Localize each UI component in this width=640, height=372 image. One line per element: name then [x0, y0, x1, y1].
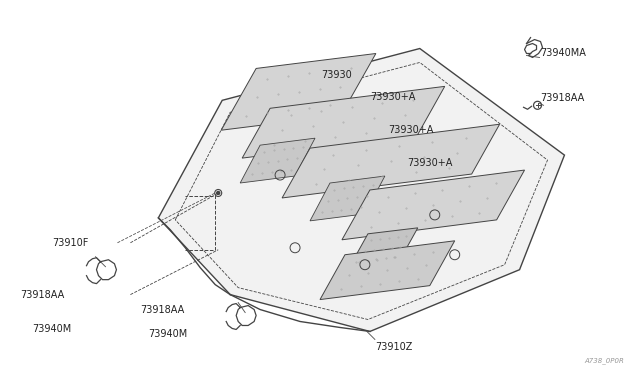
- Text: 73918AA: 73918AA: [140, 305, 185, 315]
- Text: 73930+A: 73930+A: [407, 158, 452, 168]
- Text: 73910Z: 73910Z: [375, 342, 412, 352]
- Polygon shape: [342, 170, 525, 240]
- Text: 73930: 73930: [321, 70, 352, 80]
- Polygon shape: [320, 241, 454, 299]
- Text: 73930+A: 73930+A: [370, 92, 415, 102]
- Text: 73918AA: 73918AA: [541, 93, 585, 103]
- Text: 73930+A: 73930+A: [388, 125, 433, 135]
- Text: 73940MA: 73940MA: [541, 48, 586, 58]
- Circle shape: [217, 192, 220, 195]
- Text: 73940M: 73940M: [33, 324, 72, 334]
- Text: 73940M: 73940M: [148, 330, 188, 339]
- Text: 73910F: 73910F: [52, 238, 89, 248]
- Text: A738_0P0R: A738_0P0R: [584, 357, 625, 364]
- Polygon shape: [158, 48, 564, 331]
- Polygon shape: [310, 176, 385, 221]
- Polygon shape: [282, 124, 500, 198]
- Polygon shape: [242, 86, 445, 158]
- Polygon shape: [240, 138, 315, 183]
- Polygon shape: [348, 228, 418, 270]
- Text: 73918AA: 73918AA: [20, 289, 65, 299]
- Polygon shape: [221, 54, 376, 130]
